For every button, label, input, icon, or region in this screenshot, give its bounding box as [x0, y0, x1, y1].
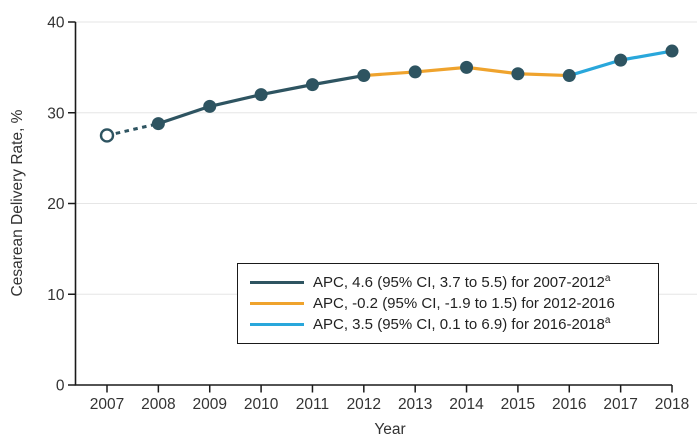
data-point-2015 — [511, 67, 525, 81]
y-tick-label-10: 10 — [47, 287, 65, 304]
x-tick-label-2016: 2016 — [552, 396, 586, 413]
legend-line-swatch-blue — [250, 323, 304, 326]
y-tick-label-30: 30 — [47, 105, 65, 122]
data-point-2010 — [254, 88, 268, 102]
x-tick-label-2013: 2013 — [398, 396, 432, 413]
y-tick-label-0: 0 — [56, 378, 65, 395]
y-tick-label-20: 20 — [47, 196, 65, 213]
data-point-2016 — [562, 69, 576, 83]
data-point-2012 — [357, 69, 371, 83]
x-tick-label-2018: 2018 — [655, 396, 689, 413]
x-tick-label-2012: 2012 — [347, 396, 381, 413]
data-point-2018 — [665, 44, 679, 58]
legend-item: APC, 4.6 (95% CI, 3.7 to 5.5) for 2007-2… — [250, 273, 648, 291]
legend-label: APC, 4.6 (95% CI, 3.7 to 5.5) for 2007-2… — [313, 273, 611, 291]
data-point-2013 — [408, 65, 422, 79]
x-tick-label-2017: 2017 — [603, 396, 637, 413]
legend-line-swatch-orange — [250, 302, 304, 305]
x-tick-label-2009: 2009 — [192, 396, 226, 413]
x-axis-title: Year — [374, 421, 406, 438]
x-tick-label-2008: 2008 — [141, 396, 175, 413]
series-line-dashed-2007 — [106, 122, 159, 137]
data-point-2014 — [460, 60, 474, 74]
legend-label: APC, -0.2 (95% CI, -1.9 to 1.5) for 2012… — [313, 295, 615, 312]
data-point-2011 — [305, 78, 319, 92]
y-tick-label-40: 40 — [47, 15, 65, 32]
x-tick-label-2015: 2015 — [501, 396, 535, 413]
legend-item: APC, 3.5 (95% CI, 0.1 to 6.9) for 2016-2… — [250, 315, 648, 333]
x-tick-label-2014: 2014 — [449, 396, 484, 413]
x-tick-label-2011: 2011 — [296, 396, 329, 413]
legend-line-swatch-teal — [250, 281, 304, 284]
legend-label: APC, 3.5 (95% CI, 0.1 to 6.9) for 2016-2… — [313, 315, 611, 333]
y-axis-title: Cesarean Delivery Rate, % — [9, 109, 26, 297]
data-point-2017 — [614, 53, 628, 67]
legend-item: APC, -0.2 (95% CI, -1.9 to 1.5) for 2012… — [250, 296, 648, 311]
data-point-2008 — [151, 117, 165, 131]
x-tick-label-2007: 2007 — [90, 396, 124, 413]
x-tick-label-2010: 2010 — [244, 396, 279, 413]
chart-legend: APC, 4.6 (95% CI, 3.7 to 5.5) for 2007-2… — [237, 263, 659, 344]
data-point-open-2007 — [99, 128, 115, 143]
data-point-2009 — [203, 99, 217, 113]
